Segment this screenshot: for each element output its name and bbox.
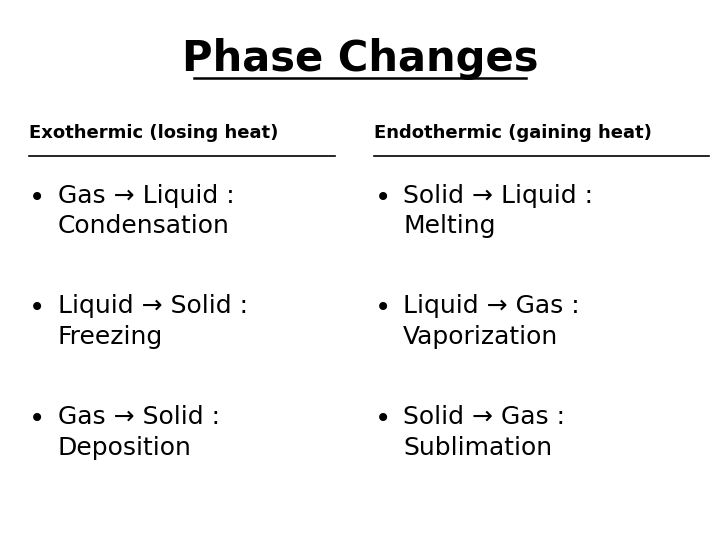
Text: Exothermic (losing heat): Exothermic (losing heat) xyxy=(29,124,278,142)
Text: •: • xyxy=(29,405,45,433)
Text: Gas → Liquid :
Condensation: Gas → Liquid : Condensation xyxy=(58,184,234,238)
Text: •: • xyxy=(374,405,391,433)
Text: Gas → Solid :
Deposition: Gas → Solid : Deposition xyxy=(58,405,220,460)
Text: Liquid → Solid :
Freezing: Liquid → Solid : Freezing xyxy=(58,294,248,349)
Text: •: • xyxy=(374,184,391,212)
Text: Liquid → Gas :
Vaporization: Liquid → Gas : Vaporization xyxy=(403,294,580,349)
Text: •: • xyxy=(29,184,45,212)
Text: Solid → Liquid :
Melting: Solid → Liquid : Melting xyxy=(403,184,593,238)
Text: Solid → Gas :
Sublimation: Solid → Gas : Sublimation xyxy=(403,405,565,460)
Text: •: • xyxy=(29,294,45,322)
Text: Endothermic (gaining heat): Endothermic (gaining heat) xyxy=(374,124,652,142)
Text: •: • xyxy=(374,294,391,322)
Text: Phase Changes: Phase Changes xyxy=(181,38,539,80)
